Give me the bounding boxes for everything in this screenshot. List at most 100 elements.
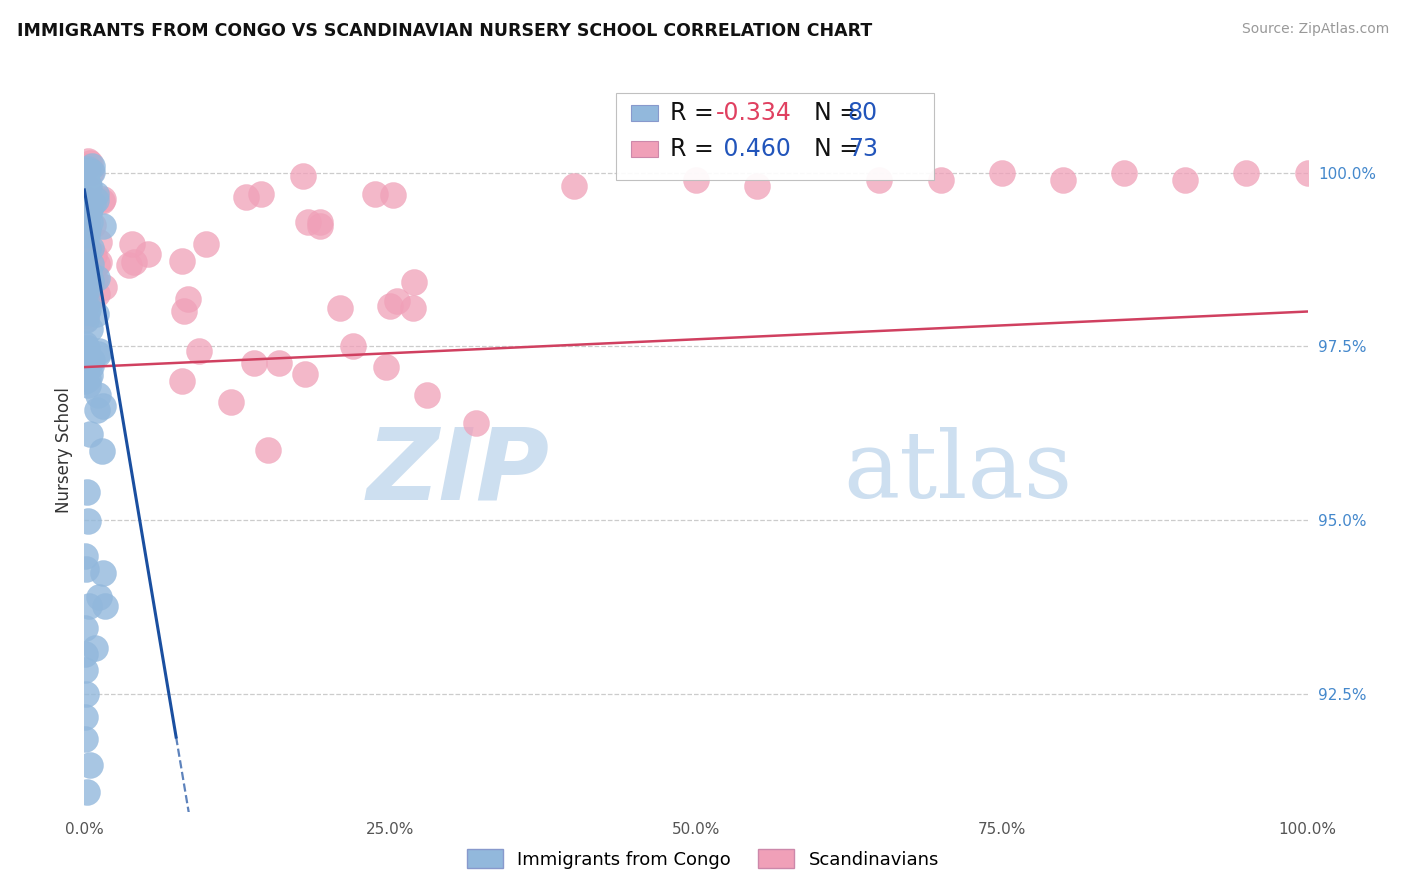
- Point: [77, 161, 100, 176]
- Point: [79, 758, 101, 772]
- Point: [76, 216, 98, 230]
- Point: [75, 212, 97, 227]
- Point: [1114, 165, 1136, 179]
- Point: [172, 253, 194, 268]
- Text: R =: R =: [671, 137, 721, 161]
- Point: [188, 343, 211, 358]
- Point: [364, 186, 387, 201]
- Point: [76, 201, 98, 215]
- Point: [177, 293, 200, 307]
- Point: [173, 304, 195, 318]
- Point: [82, 218, 104, 232]
- Point: [86, 257, 108, 271]
- Point: [84, 272, 107, 286]
- Point: [267, 356, 290, 370]
- Point: [89, 590, 111, 604]
- Text: IMMIGRANTS FROM CONGO VS SCANDINAVIAN NURSERY SCHOOL CORRELATION CHART: IMMIGRANTS FROM CONGO VS SCANDINAVIAN NU…: [17, 22, 872, 40]
- Point: [291, 169, 314, 183]
- Point: [93, 279, 115, 293]
- Point: [77, 200, 100, 214]
- Point: [77, 266, 100, 280]
- Point: [91, 194, 114, 209]
- Point: [869, 172, 891, 186]
- Point: [79, 205, 101, 219]
- Point: [75, 279, 97, 293]
- Text: -0.334: -0.334: [716, 101, 792, 125]
- Point: [76, 219, 98, 233]
- Point: [87, 235, 110, 249]
- Point: [76, 164, 98, 178]
- Point: [86, 271, 108, 285]
- Text: atlas: atlas: [842, 427, 1071, 517]
- Point: [79, 214, 101, 228]
- Point: [76, 212, 98, 227]
- Point: [79, 156, 101, 170]
- Point: [73, 301, 96, 315]
- Text: Source: ZipAtlas.com: Source: ZipAtlas.com: [1241, 22, 1389, 37]
- Point: [329, 301, 352, 315]
- Point: [80, 274, 103, 288]
- Point: [75, 297, 97, 311]
- Point: [79, 322, 101, 336]
- Point: [747, 179, 769, 194]
- Point: [80, 241, 103, 255]
- FancyBboxPatch shape: [631, 105, 658, 121]
- Point: [76, 227, 98, 242]
- Point: [75, 219, 97, 234]
- Point: [118, 258, 141, 272]
- Point: [75, 258, 97, 272]
- Point: [73, 647, 96, 661]
- Point: [562, 179, 585, 194]
- Point: [342, 339, 364, 353]
- Point: [80, 164, 103, 178]
- Point: [91, 566, 114, 581]
- Point: [75, 209, 97, 223]
- Point: [73, 710, 96, 724]
- Point: [76, 242, 98, 256]
- Point: [76, 153, 98, 168]
- Point: [75, 311, 97, 326]
- Point: [75, 365, 97, 379]
- Point: [77, 243, 100, 257]
- Point: [79, 257, 101, 271]
- Point: [136, 246, 159, 260]
- Point: [76, 785, 98, 799]
- Point: [381, 188, 404, 202]
- Point: [73, 210, 96, 224]
- Point: [79, 359, 101, 373]
- Text: 73: 73: [848, 137, 877, 161]
- Text: N =: N =: [799, 137, 866, 161]
- Point: [77, 372, 100, 386]
- Point: [257, 443, 280, 458]
- Point: [84, 194, 107, 208]
- Point: [73, 270, 96, 285]
- Point: [375, 359, 398, 374]
- Point: [297, 215, 319, 229]
- Point: [89, 254, 111, 268]
- Point: [86, 387, 108, 401]
- Point: [122, 254, 145, 268]
- Point: [243, 355, 266, 369]
- Point: [84, 307, 107, 321]
- Point: [404, 275, 426, 289]
- Point: [76, 271, 98, 285]
- Point: [76, 305, 98, 319]
- Point: [402, 301, 425, 315]
- Point: [75, 562, 97, 576]
- Point: [76, 182, 98, 196]
- Point: [294, 367, 316, 381]
- Point: [86, 287, 108, 301]
- Point: [91, 192, 114, 206]
- Point: [87, 347, 110, 361]
- Point: [75, 305, 97, 319]
- Y-axis label: Nursery School: Nursery School: [55, 387, 73, 514]
- Point: [76, 197, 98, 211]
- Point: [80, 353, 103, 368]
- Point: [90, 444, 112, 458]
- Point: [73, 161, 96, 175]
- Point: [76, 280, 98, 294]
- Point: [82, 160, 104, 174]
- Point: [87, 343, 110, 358]
- Point: [77, 282, 100, 296]
- Point: [76, 224, 98, 238]
